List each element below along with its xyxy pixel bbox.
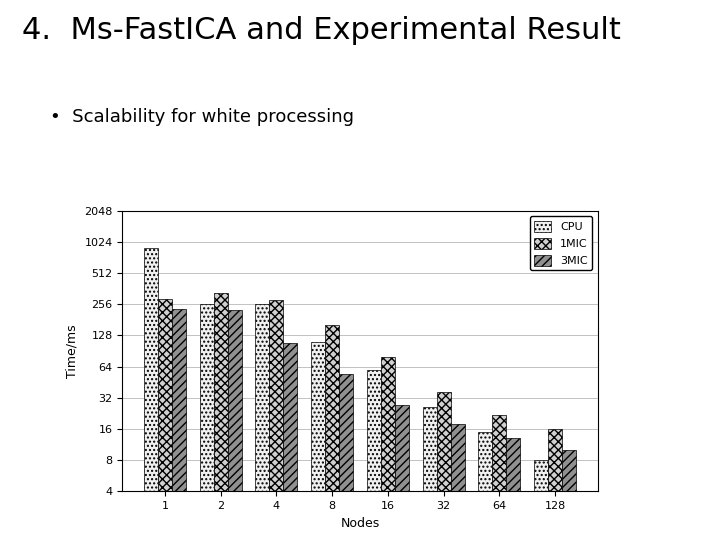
Bar bbox=[436, 393, 451, 540]
Bar bbox=[256, 303, 269, 540]
Bar bbox=[172, 309, 186, 540]
Bar bbox=[395, 406, 409, 540]
Text: 4.  Ms-FastICA and Experimental Result: 4. Ms-FastICA and Experimental Result bbox=[22, 16, 621, 45]
Bar bbox=[144, 248, 158, 540]
Bar bbox=[381, 356, 395, 540]
Bar bbox=[311, 342, 325, 540]
Bar bbox=[479, 432, 492, 540]
X-axis label: Nodes: Nodes bbox=[341, 517, 379, 530]
Bar bbox=[228, 310, 241, 540]
Bar bbox=[284, 343, 297, 540]
Text: •  Scalability for white processing: • Scalability for white processing bbox=[50, 108, 354, 126]
Legend: CPU, 1MIC, 3MIC: CPU, 1MIC, 3MIC bbox=[530, 216, 592, 271]
Bar bbox=[339, 374, 353, 540]
Bar bbox=[506, 438, 521, 540]
Bar bbox=[214, 293, 228, 540]
Bar bbox=[269, 300, 284, 540]
Bar bbox=[199, 303, 214, 540]
Bar bbox=[534, 460, 548, 540]
Bar bbox=[562, 450, 576, 540]
Bar bbox=[367, 369, 381, 540]
Bar bbox=[325, 326, 339, 540]
Bar bbox=[548, 429, 562, 540]
Bar bbox=[492, 415, 506, 540]
Bar bbox=[158, 299, 172, 540]
Bar bbox=[451, 424, 464, 540]
Bar bbox=[423, 407, 436, 540]
Y-axis label: Time/ms: Time/ms bbox=[66, 324, 78, 378]
